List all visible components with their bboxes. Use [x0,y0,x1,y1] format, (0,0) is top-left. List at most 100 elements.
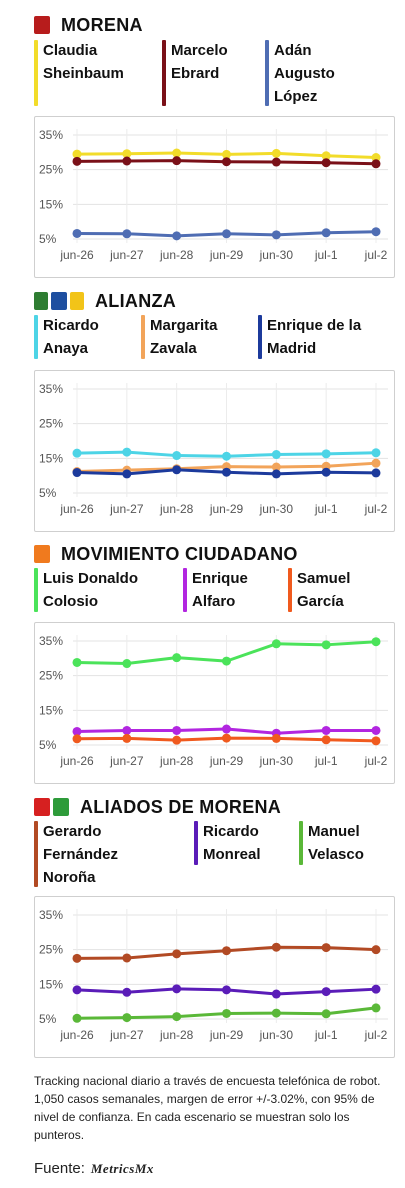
x-tick-label: jul-2 [364,502,388,516]
x-tick-label: jul-2 [364,754,388,768]
methodology-note: Tracking nacional diario a través de enc… [34,1074,381,1142]
data-point [271,989,281,999]
candidate-color-bar [183,568,187,612]
section-title: MOVIMIENTO CIUDADANO [61,543,298,564]
candidate-name-line: Margarita [150,317,218,334]
brand-logo: MetricsMx [90,1160,154,1176]
data-point [222,1008,231,1018]
x-tick-label: jun-30 [259,1028,294,1042]
x-tick-label: jun-30 [259,502,294,516]
data-point [271,733,281,743]
section-header: MOVIMIENTO CIUDADANO [34,542,298,566]
candidate-name-line: Noroña [43,869,96,886]
data-point [172,725,182,735]
source-line: Fuente: MetricsMx [34,1160,154,1177]
candidate-monreal: Ricardo Monreal [194,820,261,866]
chart-svg: 35% 25% 15% 5%jun-26 jun-27 jun-28 jun-29 jun-3… [39,908,388,1042]
candidate-name-line: Ricardo [203,823,259,840]
data-point [72,149,82,159]
data-point [72,448,82,458]
x-tick-label: jul-1 [314,1028,338,1042]
data-point [72,985,82,995]
data-point [72,228,82,238]
pan-logo [51,292,67,310]
section-header: ALIANZA [34,289,176,313]
data-point [222,724,231,734]
candidate-ebrard: Marcelo Ebrard [162,39,228,106]
y-tick-label: 25% [39,669,63,683]
candidate-garcia: Samuel García [288,567,350,613]
data-point [122,156,132,166]
data-point [321,467,331,477]
x-tick-label: jun-29 [209,248,244,262]
chart-svg: 35% 25% 15% 5%jun-26 jun-27 jun-28 jun-29 jun-3… [39,634,388,768]
data-point [122,1013,132,1023]
x-tick-label: jun-26 [59,502,94,516]
candidate-color-bar [34,315,38,359]
data-point [72,657,82,667]
x-tick-label: jul-2 [364,248,388,262]
x-tick-label: jun-26 [59,248,94,262]
candidate-color-bar [265,40,269,106]
data-point [122,229,132,239]
candidate-name-line: Anaya [43,340,89,357]
data-point [222,229,231,239]
candidate-name-line: Augusto [274,65,335,82]
candidate-name-line: Sheinbaum [43,65,124,82]
candidate-name-line: Marcelo [171,42,228,59]
verde-logo [53,798,69,816]
x-tick-label: jun-28 [159,502,194,516]
data-point [222,733,231,743]
x-tick-label: jun-29 [209,754,244,768]
candidate-alfaro: Enrique Alfaro [183,567,248,613]
y-tick-label: 5% [39,232,57,246]
candidate-velasco: Manuel Velasco [299,820,364,866]
data-point [371,945,381,955]
data-point [122,447,132,457]
candidate-name-line: Luis Donaldo [43,570,138,587]
candidate-name-line: Enrique de la [267,317,362,334]
y-tick-label: 35% [39,634,63,648]
data-point [222,985,231,995]
section-header: MORENA [34,13,143,37]
candidate-name-line: Manuel [308,823,360,840]
data-point [321,449,331,459]
candidate-color-bar [162,40,166,106]
data-point [72,468,82,478]
data-point [72,726,82,736]
section-title: ALIADOS DE MORENA [80,796,282,817]
data-point [371,1003,381,1013]
x-tick-label: jun-27 [109,1028,144,1042]
candidate-colosio: Luis Donaldo Colosio [34,567,138,613]
y-tick-label: 25% [39,943,63,957]
data-point [271,639,281,649]
data-point [321,151,331,161]
section-title: MORENA [61,14,143,35]
candidate-color-bar [34,40,38,106]
data-point [172,231,182,241]
data-point [371,984,381,994]
data-point [271,942,281,952]
data-point [321,1009,331,1019]
data-point [271,450,281,460]
y-tick-label: 15% [39,703,63,717]
x-tick-label: jun-29 [209,502,244,516]
candidate-color-bar [194,821,198,865]
x-tick-label: jun-30 [259,754,294,768]
candidate-name-line: Alfaro [192,593,236,610]
pt-logo [34,798,50,816]
chart-svg: 35% 25% 15% 5%jun-26 jun-27 jun-28 jun-29 jun-3… [39,128,388,262]
data-point [122,659,132,669]
data-point [72,1013,82,1023]
y-tick-label: 5% [39,486,57,500]
x-tick-label: jun-27 [109,248,144,262]
data-point [271,469,281,479]
y-tick-label: 5% [39,1012,57,1026]
candidate-name-line: Zavala [150,340,197,357]
candidate-delamadrid: Enrique de la Madrid [258,314,361,360]
chart-svg: 35% 25% 15% 5%jun-26 jun-27 jun-28 jun-29 jun-3… [39,382,388,516]
y-tick-label: 15% [39,197,63,211]
data-point [371,725,381,735]
data-point [122,987,132,997]
candidate-name-line: Gerardo [43,823,102,840]
